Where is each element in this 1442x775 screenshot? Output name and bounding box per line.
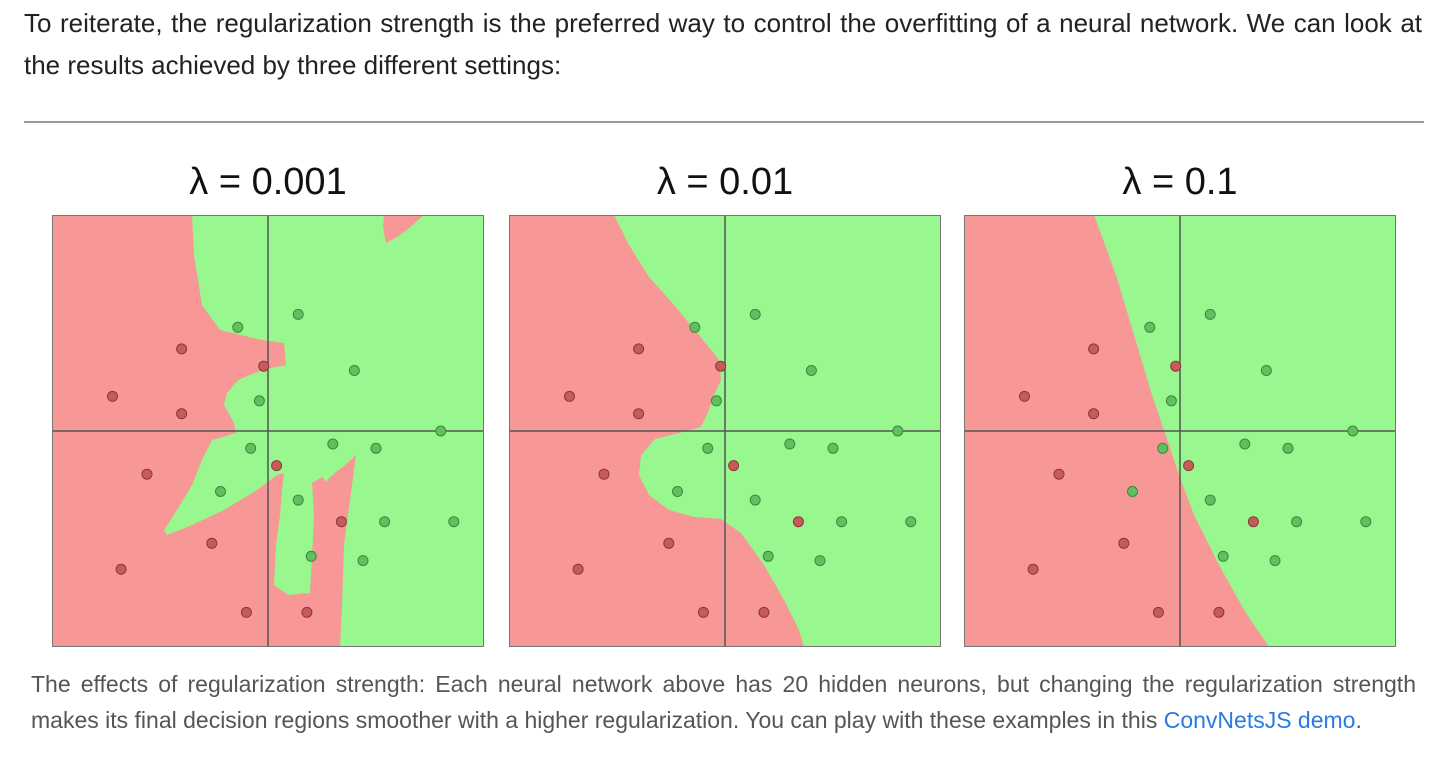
green-data-point-5 <box>805 365 817 376</box>
green-data-point-15 <box>672 486 683 497</box>
red-data-point-21 <box>115 563 127 575</box>
green-data-point-11 <box>1282 442 1294 454</box>
red-data-point-17 <box>335 516 347 528</box>
red-data-point-13 <box>598 468 610 480</box>
green-data-point-12 <box>435 425 447 437</box>
green-data-point-2 <box>232 321 244 333</box>
red-data-point-24 <box>1152 606 1164 618</box>
red-data-point-20 <box>663 537 675 549</box>
green-data-point-23 <box>357 555 369 567</box>
green-data-point-15 <box>1127 486 1138 497</box>
red-data-point-17 <box>1247 516 1259 528</box>
figure-caption: The effects of regularization strength: … <box>31 666 1416 738</box>
red-data-point-25 <box>758 606 770 618</box>
caption-end: . <box>1355 707 1362 733</box>
red-data-point-17 <box>792 516 804 528</box>
green-data-point-19 <box>905 516 917 528</box>
green-data-point-16 <box>1204 494 1216 506</box>
red-data-point-14 <box>271 460 283 472</box>
red-data-point-4 <box>258 360 270 372</box>
plot-frame <box>52 215 484 647</box>
decision-region-panel-2 <box>509 215 941 647</box>
green-data-point-19 <box>1360 516 1372 528</box>
red-data-point-6 <box>564 390 575 402</box>
red-data-point-1 <box>176 343 188 355</box>
green-data-point-15 <box>215 486 226 497</box>
red-data-point-7 <box>633 408 645 420</box>
green-data-point-3 <box>292 308 304 320</box>
red-data-point-13 <box>1053 468 1065 480</box>
red-data-point-6 <box>107 390 118 402</box>
point-group <box>564 308 917 618</box>
panel-title-3: λ = 0.1 <box>1122 161 1238 203</box>
red-data-point-6 <box>1019 390 1030 402</box>
point-group <box>1019 308 1372 618</box>
plot-frame <box>509 215 941 647</box>
panel-title-1: λ = 0.001 <box>189 161 347 203</box>
green-data-point-12 <box>892 425 904 437</box>
green-data-point-2 <box>689 321 701 333</box>
green-data-point-10 <box>784 438 796 450</box>
red-data-point-7 <box>1088 408 1100 420</box>
intro-paragraph: To reiterate, the regularization strengt… <box>24 8 1422 80</box>
caption-text: The effects of regularization strength: … <box>31 671 1416 733</box>
red-region-finger <box>310 455 356 647</box>
red-data-point-25 <box>301 606 313 618</box>
red-data-point-21 <box>572 563 584 575</box>
red-data-point-14 <box>728 460 740 472</box>
red-data-point-13 <box>141 468 153 480</box>
decision-region-panel-1 <box>52 215 484 647</box>
green-data-point-8 <box>710 395 722 407</box>
green-data-point-11 <box>827 442 839 454</box>
green-data-point-8 <box>253 395 265 407</box>
decision-region-plot-1 <box>52 215 484 647</box>
green-data-point-19 <box>448 516 460 528</box>
green-data-point-2 <box>1144 321 1156 333</box>
panel-title-2: λ = 0.01 <box>656 161 794 203</box>
green-data-point-8 <box>1165 395 1177 407</box>
decision-region-plot-3 <box>964 215 1396 647</box>
green-data-point-12 <box>1347 425 1359 437</box>
green-data-point-3 <box>1204 308 1216 320</box>
red-data-point-21 <box>1027 563 1039 575</box>
decision-region-plot-2 <box>509 215 941 647</box>
red-data-point-4 <box>1170 360 1182 372</box>
green-data-point-9 <box>702 442 714 454</box>
green-data-point-18 <box>379 516 391 528</box>
point-group <box>107 308 460 618</box>
green-data-point-10 <box>1239 438 1251 450</box>
green-data-point-18 <box>1291 516 1303 528</box>
green-data-point-16 <box>749 494 761 506</box>
green-data-point-11 <box>370 442 382 454</box>
green-data-point-5 <box>1260 365 1272 376</box>
red-data-point-20 <box>206 537 218 549</box>
green-data-point-23 <box>814 555 826 567</box>
decision-region-panel-3 <box>964 215 1396 647</box>
green-data-point-22 <box>1217 550 1229 562</box>
horizontal-rule <box>24 121 1424 123</box>
green-data-point-22 <box>762 550 774 562</box>
green-data-point-9 <box>245 442 257 454</box>
green-data-point-16 <box>292 494 304 506</box>
red-data-point-24 <box>240 606 252 618</box>
red-data-point-20 <box>1118 537 1130 549</box>
green-data-point-10 <box>327 438 339 450</box>
green-data-point-18 <box>836 516 848 528</box>
red-data-point-7 <box>176 408 188 420</box>
plot-frame <box>964 215 1396 647</box>
convnetjs-demo-link[interactable]: ConvNetsJS demo <box>1163 707 1356 733</box>
green-data-point-9 <box>1157 442 1169 454</box>
red-data-point-1 <box>633 343 645 355</box>
red-data-point-4 <box>715 360 727 372</box>
red-data-point-25 <box>1213 606 1225 618</box>
green-data-point-5 <box>348 365 360 376</box>
green-data-point-3 <box>749 308 761 320</box>
red-data-point-24 <box>697 606 709 618</box>
red-data-point-1 <box>1088 343 1100 355</box>
green-data-point-23 <box>1269 555 1281 567</box>
green-data-point-22 <box>305 550 317 562</box>
red-region-top <box>383 215 424 243</box>
red-data-point-14 <box>1183 460 1195 472</box>
